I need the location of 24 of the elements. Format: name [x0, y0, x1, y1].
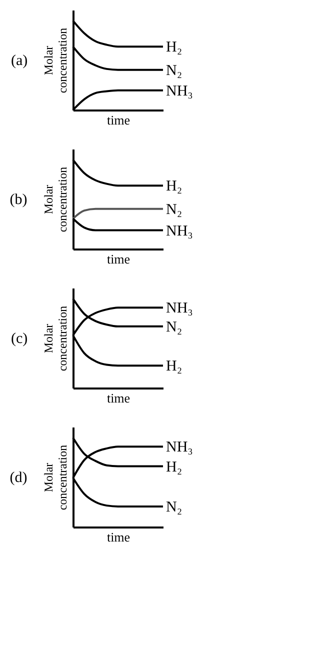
series-label: N₂ [166, 62, 182, 79]
series-label: N₂ [166, 319, 182, 336]
series-label: H₂ [166, 358, 182, 375]
series-label: NH₃ [166, 223, 193, 240]
series-label: NH₃ [166, 300, 193, 317]
series-label: N₂ [166, 202, 182, 218]
series-label: H₂ [166, 178, 182, 195]
y-axis-title: Molar concentration [42, 166, 70, 232]
y-axis-title: Molar concentration [42, 444, 70, 510]
series-label: N₂ [166, 499, 182, 516]
y-axis-title: Molar concentration [42, 28, 70, 94]
text: (c) [11, 331, 28, 347]
x-axis-title: time [106, 112, 130, 128]
x-axis-title: time [106, 530, 130, 544]
series-label: NH₃ [166, 440, 193, 456]
series-label: NH₃ [166, 83, 193, 100]
text: (a) [11, 53, 28, 69]
series-label: H₂ [166, 459, 182, 476]
y-axis-title: Molar concentration [42, 306, 70, 372]
text: (b) [10, 192, 28, 208]
text: (d) [10, 470, 28, 486]
series-label: H₂ [166, 40, 182, 56]
x-axis-title: time [106, 252, 130, 266]
x-axis-title: time [106, 390, 130, 406]
